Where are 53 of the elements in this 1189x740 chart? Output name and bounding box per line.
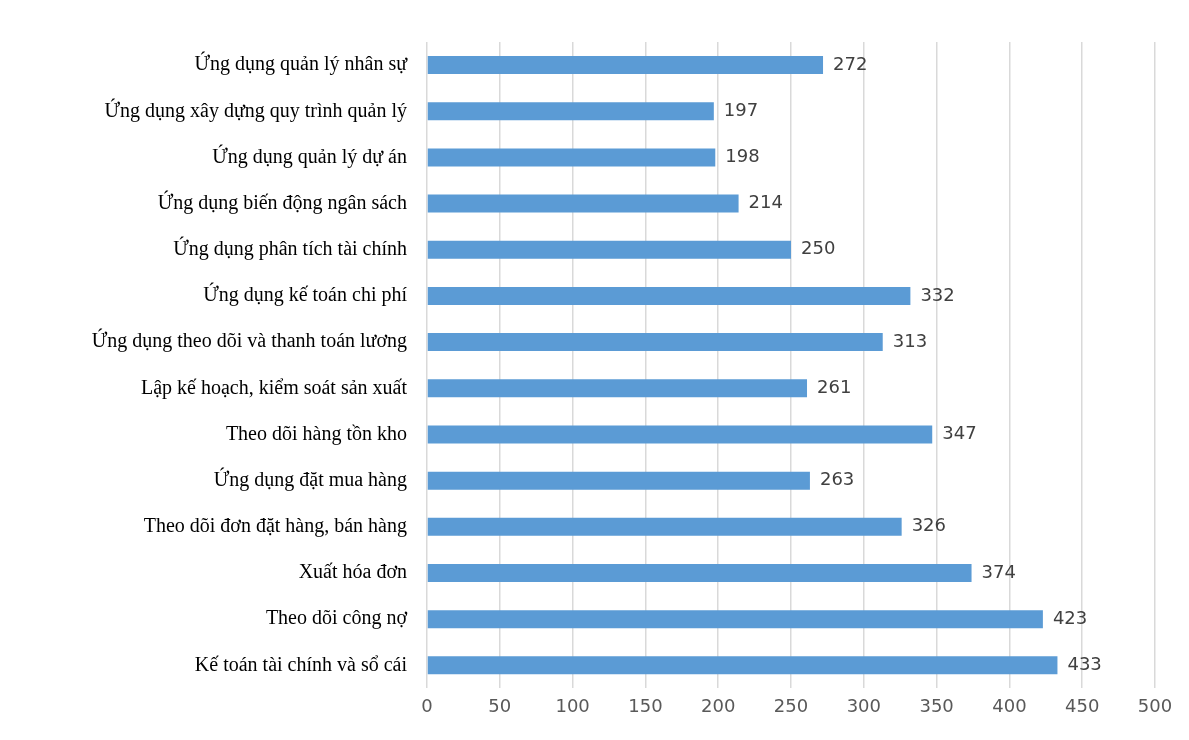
- bar: [427, 656, 1058, 675]
- data-label: 263: [819, 468, 855, 490]
- bar: [427, 194, 739, 213]
- data-label: 272: [833, 52, 868, 74]
- x-tick-label: 500: [1137, 694, 1173, 716]
- data-label: 326: [911, 514, 947, 536]
- data-label: 313: [892, 329, 928, 351]
- x-tick-label: 0: [421, 694, 433, 716]
- data-label: 332: [920, 283, 955, 305]
- y-tick-label: Xuất hóa đơn: [298, 560, 407, 583]
- bar: [427, 471, 810, 490]
- bar: [427, 517, 902, 536]
- data-label: 250: [801, 237, 836, 259]
- y-tick-label: Ứng dụng quản lý nhân sự: [194, 51, 409, 76]
- y-tick-label: Lập kế hoạch, kiểm soát sản xuất: [140, 375, 408, 399]
- x-tick-label: 400: [992, 694, 1027, 716]
- x-tick-label: 200: [701, 694, 736, 716]
- bar: [427, 563, 972, 582]
- y-tick-label: Theo dõi đơn đặt hàng, bán hàng: [143, 514, 407, 538]
- data-label: 374: [981, 560, 1016, 582]
- x-tick-label: 100: [555, 694, 590, 716]
- bar: [427, 148, 716, 167]
- data-label: 214: [748, 191, 783, 213]
- data-label: 347: [942, 422, 977, 444]
- y-tick-label: Ứng dụng kế toán chi phí: [203, 282, 408, 307]
- data-label: 433: [1067, 652, 1102, 674]
- x-tick-label: 300: [846, 694, 881, 716]
- bar: [427, 56, 824, 75]
- x-tick-label: 250: [773, 694, 809, 716]
- x-tick-label: 450: [1065, 694, 1100, 716]
- y-tick-label: Ứng dụng phân tích tài chính: [173, 236, 407, 261]
- x-tick-label: 350: [919, 694, 954, 716]
- y-tick-label: Ứng dụng theo dõi và thanh toán lương: [91, 328, 407, 353]
- y-tick-label: Ứng dụng xây dựng quy trình quản lý: [104, 97, 407, 122]
- bar: [427, 333, 883, 352]
- bar: [427, 379, 808, 398]
- data-label: 198: [725, 145, 760, 167]
- bar: [427, 240, 791, 259]
- x-tick-label: 150: [628, 694, 663, 716]
- y-tick-label: Kế toán tài chính và sổ cái: [194, 652, 408, 675]
- bar: [427, 286, 911, 305]
- y-tick-label: Theo dõi công nợ: [265, 606, 408, 630]
- y-tick-label: Ứng dụng quản lý dự án: [212, 143, 407, 168]
- y-tick-label: Ứng dụng đặt mua hàng: [213, 466, 407, 491]
- y-tick-label: Ứng dụng biến động ngân sách: [157, 189, 407, 214]
- data-label: 197: [723, 98, 759, 120]
- x-tick-label: 50: [488, 694, 512, 716]
- bar: [427, 610, 1043, 629]
- bar: [427, 102, 714, 121]
- y-tick-label: Theo dõi hàng tồn kho: [225, 421, 407, 445]
- data-label: 423: [1052, 606, 1088, 628]
- data-label: 261: [817, 375, 852, 397]
- bar: [427, 425, 933, 444]
